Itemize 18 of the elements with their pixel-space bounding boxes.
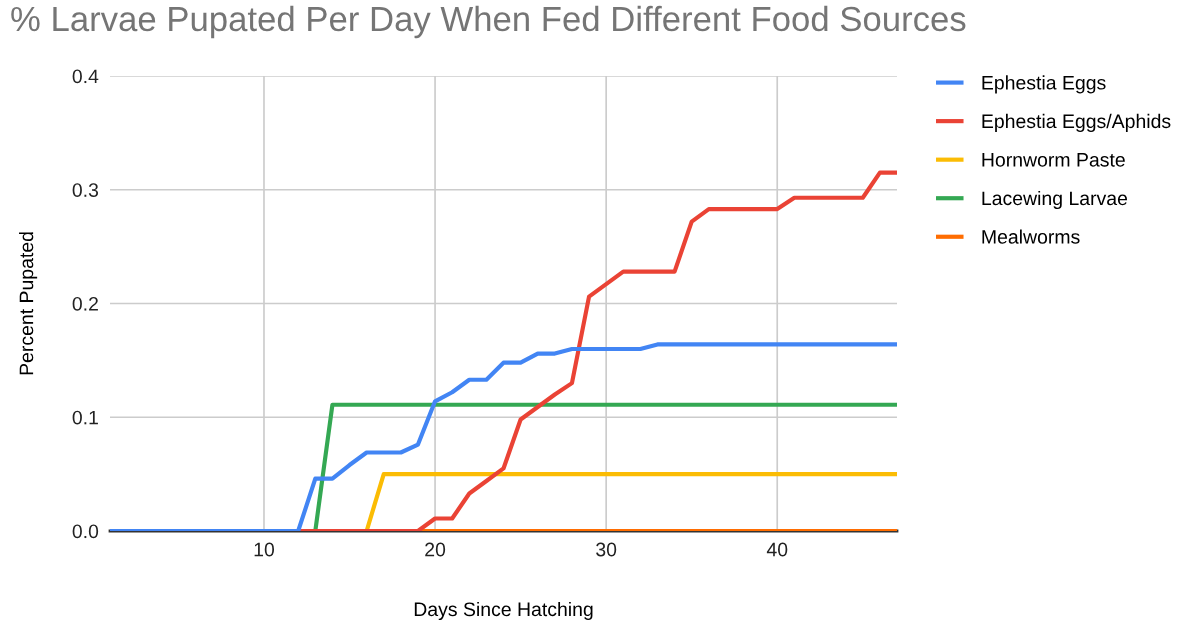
- x-tick-label: 30: [596, 542, 617, 557]
- legend-label: Hornworm Paste: [982, 153, 1125, 167]
- x-tick-label: 20: [425, 542, 446, 557]
- legend-label: Lacewing Larvae: [982, 190, 1128, 210]
- y-tick-label: 0.2: [72, 296, 98, 311]
- legend-label: Ephestia Eggs/Aphids: [982, 113, 1171, 132]
- chart-title: % Larvae Pupated Per Day When Fed Different Food Sources: [11, 5, 966, 39]
- y-tick-label: 0.3: [72, 183, 99, 197]
- line-series: [110, 342, 897, 531]
- x-tick-label: 10: [254, 542, 275, 557]
- x-axis-title: Days Since Hatching: [414, 601, 593, 621]
- y-tick-label: 0.0: [72, 524, 99, 539]
- y-tick-label: 0.4: [72, 69, 99, 84]
- y-tick-label: 0.1: [72, 410, 98, 425]
- legend-label: Ephestia Eggs: [982, 75, 1106, 94]
- legend-label: Mealworms: [982, 229, 1080, 244]
- x-tick-label: 40: [766, 542, 788, 557]
- y-axis-title: Percent Pupated: [19, 232, 38, 375]
